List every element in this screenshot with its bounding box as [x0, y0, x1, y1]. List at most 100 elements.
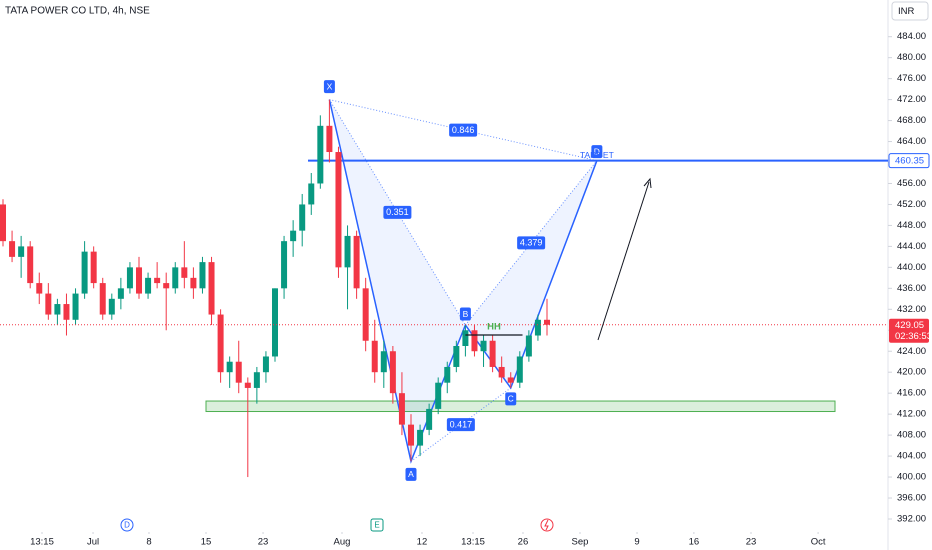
candle-body	[435, 382, 442, 409]
candle-body	[544, 319, 551, 325]
chart-title: TATA POWER CO LTD, 4h, NSE	[5, 6, 150, 17]
point-label: X	[327, 81, 333, 91]
candle-body	[398, 393, 405, 425]
candle-body	[362, 288, 369, 341]
arrow-head	[643, 177, 652, 189]
ratio-box	[449, 123, 478, 137]
candle-body	[507, 377, 514, 383]
candle-body	[244, 382, 251, 388]
candle-body	[136, 267, 143, 294]
point-box	[323, 80, 335, 94]
y-tick-label: 456.00	[897, 178, 926, 189]
candle-body	[281, 241, 288, 289]
pattern-fill	[465, 160, 597, 388]
x-tick-label: 9	[634, 537, 639, 548]
x-tick-label: Sep	[572, 537, 589, 548]
candle-body	[163, 283, 170, 289]
candle-body	[471, 330, 478, 352]
y-tick-label: 480.00	[897, 52, 926, 63]
target-label: TARGET	[580, 150, 614, 160]
candle-body	[253, 372, 260, 388]
candle-body	[18, 246, 25, 257]
currency-label[interactable]: INR	[898, 6, 915, 17]
candle-body	[81, 251, 88, 294]
countdown-label: 02:36:53	[895, 331, 932, 342]
candle-body	[516, 356, 523, 383]
x-tick-label: Oct	[811, 537, 826, 548]
pattern-fill	[329, 99, 466, 462]
y-tick-label: 484.00	[897, 31, 926, 42]
candle-body	[235, 361, 242, 383]
y-tick-label: 412.00	[897, 409, 926, 420]
ratio-label: 0.846	[452, 125, 475, 135]
candle-body	[272, 288, 279, 357]
ratio-label: 4.379	[520, 238, 543, 248]
y-tick-label: 420.00	[897, 367, 926, 378]
point-box	[591, 145, 603, 159]
projection-arrow	[597, 181, 650, 341]
support-zone	[205, 400, 836, 413]
y-tick-label: 424.00	[897, 346, 926, 357]
last-price-box	[889, 318, 929, 343]
currency-box[interactable]	[891, 1, 929, 21]
y-tick-label: 468.00	[897, 115, 926, 126]
event-label[interactable]: E	[374, 521, 379, 530]
candle-body	[417, 429, 424, 446]
candle-body	[181, 267, 188, 278]
y-tick-label: 448.00	[897, 220, 926, 231]
ratio-box	[517, 236, 546, 250]
x-tick-label: Jul	[87, 537, 99, 548]
candle-body	[208, 262, 215, 315]
point-label: C	[508, 394, 514, 404]
event-icon[interactable]	[540, 518, 554, 532]
candle-body	[408, 424, 415, 446]
last-price-label: 429.05	[895, 320, 924, 331]
candle-body	[371, 340, 378, 373]
x-tick-label: 23	[746, 537, 757, 548]
candle-body	[498, 366, 505, 378]
candle-body	[290, 230, 297, 242]
candle-body	[108, 298, 115, 315]
y-tick-label: 408.00	[897, 430, 926, 441]
event-icon[interactable]	[370, 518, 384, 532]
y-tick-label: 396.00	[897, 493, 926, 504]
y-tick-label: 440.00	[897, 262, 926, 273]
candle-body	[27, 246, 34, 284]
point-box	[505, 392, 517, 406]
x-tick-label: 23	[258, 537, 269, 548]
candle-body	[317, 125, 324, 184]
x-tick-label: 15	[201, 537, 212, 548]
point-label: A	[408, 469, 414, 479]
hh-label: HH	[487, 322, 501, 333]
x-tick-label: 16	[689, 537, 700, 548]
candle-body	[534, 319, 541, 336]
candle-body	[326, 125, 333, 153]
y-tick-label: 436.00	[897, 283, 926, 294]
point-label: B	[463, 309, 469, 319]
pattern-ratio-line	[328, 99, 466, 326]
y-tick-label: 392.00	[897, 514, 926, 525]
candle-body	[0, 204, 7, 242]
y-tick-label: 444.00	[897, 241, 926, 252]
candle-body	[308, 183, 315, 205]
candle-body	[54, 304, 61, 315]
candle-body	[380, 351, 387, 373]
candle-body	[426, 408, 433, 430]
candle-body	[45, 293, 52, 315]
candle-body	[9, 241, 16, 257]
point-label: D	[594, 146, 600, 156]
event-label[interactable]: D	[124, 521, 130, 530]
pattern-ratio-line	[329, 99, 597, 162]
candle-body	[462, 330, 469, 346]
x-tick-label: 12	[417, 537, 428, 548]
candle-body	[262, 356, 269, 373]
ratio-box	[383, 205, 412, 219]
candle-body	[145, 277, 152, 294]
y-tick-label: 416.00	[897, 388, 926, 399]
candle-body	[126, 267, 133, 289]
event-icon[interactable]	[120, 518, 134, 532]
candle-body	[299, 204, 306, 231]
candle-body	[453, 345, 460, 367]
